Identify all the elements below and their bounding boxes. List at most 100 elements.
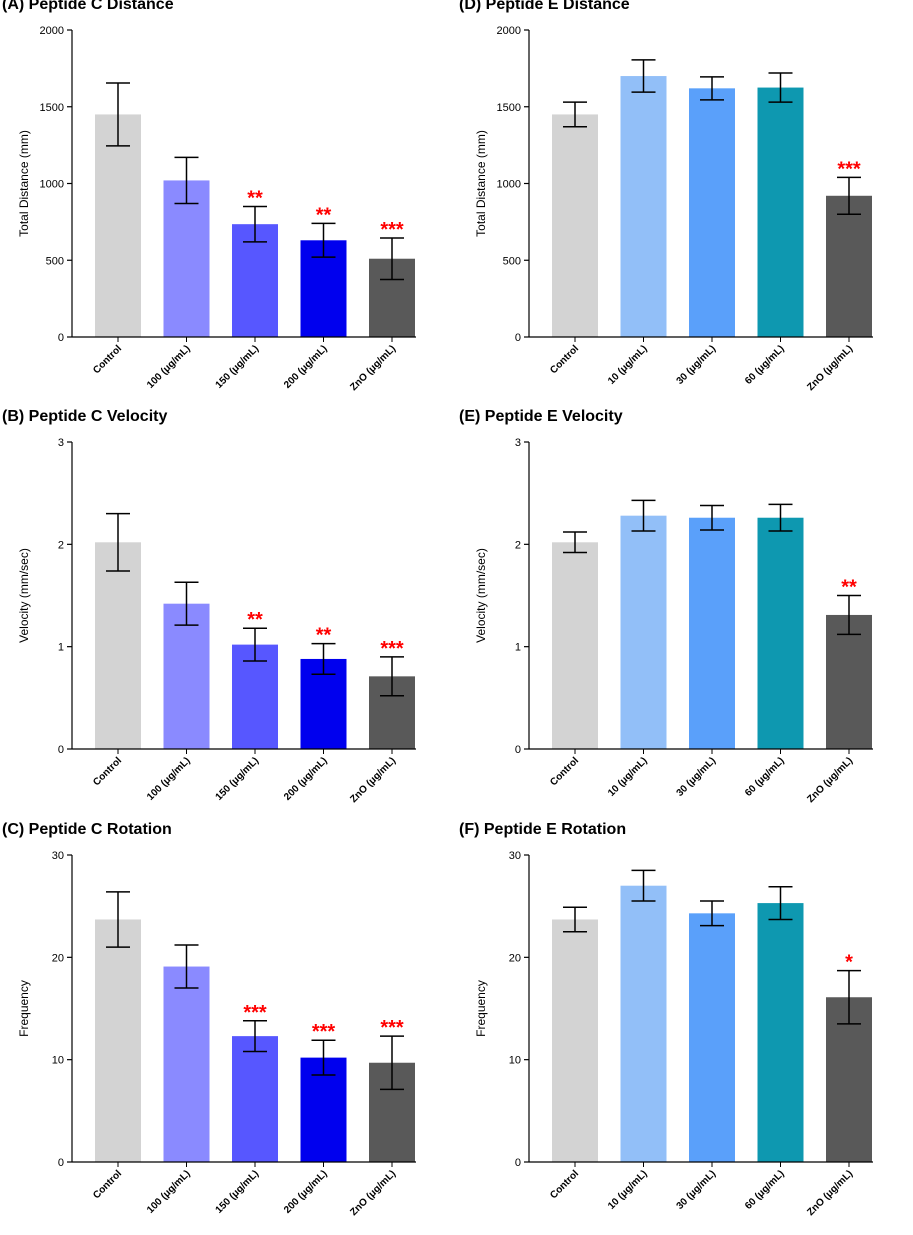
x-tick-label: Control — [91, 755, 124, 788]
x-tick-label: 30 (μg/mL) — [675, 755, 719, 799]
y-tick-label: 10 — [509, 1055, 521, 1067]
panel-c-peptide-c-rotation: (C) Peptide C Rotation Frequency Control 1… — [0, 821, 456, 1235]
bar — [757, 87, 804, 337]
y-tick-label: 2000 — [497, 25, 521, 37]
chart-title: (D) Peptide E Distance — [459, 0, 630, 13]
bar — [689, 913, 735, 1162]
bar — [757, 517, 804, 749]
x-tick-label: 200 (μg/mL) — [282, 1168, 329, 1215]
significance-marker: ** — [316, 204, 332, 226]
y-tick-label: 0 — [515, 744, 521, 756]
y-tick-label: 0 — [515, 332, 521, 344]
panel-e-peptide-e-velocity: (E) Peptide E Velocity Velocity (mm/sec)… — [457, 408, 913, 822]
chart-title: (A) Peptide C Distance — [2, 0, 174, 13]
y-tick-label: 20 — [52, 952, 64, 964]
x-tick-label: 100 (μg/mL) — [145, 755, 192, 802]
significance-marker: *** — [380, 219, 404, 241]
x-tick-label: Control — [548, 755, 581, 788]
panel-d-peptide-e-distance: (D) Peptide E Distance Total Distance (m… — [457, 0, 913, 410]
significance-marker: * — [845, 952, 853, 974]
chart-title: (B) Peptide C Velocity — [2, 408, 168, 425]
bar-chart: Frequency Control 10 (μg/mL) 30 (μg/mL) 60 (… — [474, 850, 873, 1218]
y-tick-label: 0 — [58, 332, 64, 344]
y-tick-label: 0 — [58, 744, 64, 756]
panel-a-peptide-c-distance: (A) Peptide C Distance Total Distance (m… — [0, 0, 456, 410]
x-tick-label: 60 (μg/mL) — [743, 343, 787, 387]
x-tick-label: Control — [548, 1168, 581, 1201]
bar-chart: Velocity (mm/sec) Control 10 (μg/mL) 30 (μg… — [474, 437, 873, 805]
y-tick-label: 2000 — [40, 25, 64, 37]
x-tick-label: Control — [548, 343, 581, 376]
y-tick-label: 30 — [52, 850, 64, 862]
y-axis-label: Frequency — [17, 980, 31, 1037]
bar — [163, 180, 210, 337]
y-axis-label: Total Distance (mm) — [474, 130, 488, 237]
x-tick-label: ZnO (μg/mL) — [348, 343, 398, 393]
y-tick-label: 1 — [515, 642, 521, 654]
significance-marker: *** — [380, 1017, 404, 1039]
x-tick-label: Control — [91, 343, 124, 376]
y-tick-label: 500 — [46, 255, 64, 267]
significance-marker: ** — [841, 577, 857, 599]
x-tick-label: 200 (μg/mL) — [282, 343, 329, 390]
x-tick-label: ZnO (μg/mL) — [805, 343, 855, 393]
bar — [689, 517, 735, 749]
bar-chart: Total Distance (mm) Control 10 (μg/mL) 30 (… — [474, 25, 873, 393]
x-tick-label: 30 (μg/mL) — [675, 343, 719, 387]
y-axis-label: Velocity (mm/sec) — [474, 548, 488, 643]
y-tick-label: 0 — [515, 1157, 521, 1169]
y-tick-label: 1000 — [497, 179, 521, 191]
bar — [232, 644, 278, 749]
bar — [689, 88, 735, 337]
y-tick-label: 2 — [515, 539, 521, 551]
y-tick-label: 2 — [58, 539, 64, 551]
bar — [757, 903, 804, 1162]
x-tick-label: 100 (μg/mL) — [145, 1168, 192, 1215]
y-axis-label: Frequency — [474, 980, 488, 1037]
panel-f-peptide-e-rotation: (F) Peptide E Rotation Frequency Control 1… — [457, 821, 913, 1235]
panel-b-peptide-c-velocity: (B) Peptide C Velocity Velocity (mm/sec)… — [0, 408, 456, 822]
significance-marker: ** — [316, 625, 332, 647]
y-tick-label: 1 — [58, 642, 64, 654]
bar — [826, 195, 872, 337]
y-tick-label: 30 — [509, 850, 521, 862]
bar — [620, 76, 667, 338]
y-tick-label: 20 — [509, 952, 521, 964]
x-tick-label: Control — [91, 1168, 124, 1201]
x-tick-label: 60 (μg/mL) — [743, 1168, 787, 1212]
chart-title: (E) Peptide E Velocity — [459, 408, 623, 425]
x-tick-label: 10 (μg/mL) — [606, 1168, 650, 1212]
y-tick-label: 500 — [503, 255, 521, 267]
y-tick-label: 3 — [58, 437, 64, 449]
bar — [826, 614, 872, 749]
bar — [95, 114, 141, 337]
x-tick-label: 30 (μg/mL) — [675, 1168, 719, 1212]
x-tick-label: 10 (μg/mL) — [606, 755, 650, 799]
x-tick-label: 150 (μg/mL) — [214, 755, 261, 802]
bar — [163, 966, 210, 1162]
significance-marker: ** — [247, 188, 263, 210]
bar — [552, 919, 598, 1162]
x-tick-label: ZnO (μg/mL) — [348, 755, 398, 805]
y-tick-label: 0 — [58, 1157, 64, 1169]
x-tick-label: 150 (μg/mL) — [214, 343, 261, 390]
bar — [826, 997, 872, 1162]
significance-marker: *** — [243, 1002, 267, 1024]
bar — [620, 515, 667, 749]
x-tick-label: 10 (μg/mL) — [606, 343, 650, 387]
bar — [232, 224, 278, 337]
bar-chart: Frequency Control 100 (μg/mL) *** 150 (μg/mL… — [17, 850, 416, 1218]
bar — [620, 885, 667, 1162]
x-tick-label: ZnO (μg/mL) — [348, 1168, 398, 1218]
x-tick-label: 150 (μg/mL) — [214, 1168, 261, 1215]
x-tick-label: 100 (μg/mL) — [145, 343, 192, 390]
bar — [552, 542, 598, 749]
chart-title: (F) Peptide E Rotation — [459, 821, 627, 838]
y-tick-label: 1000 — [40, 179, 64, 191]
y-tick-label: 1500 — [40, 102, 64, 114]
bar — [552, 114, 598, 337]
significance-marker: ** — [247, 609, 263, 631]
y-tick-label: 10 — [52, 1055, 64, 1067]
bar — [95, 542, 141, 749]
significance-marker: *** — [837, 158, 861, 180]
